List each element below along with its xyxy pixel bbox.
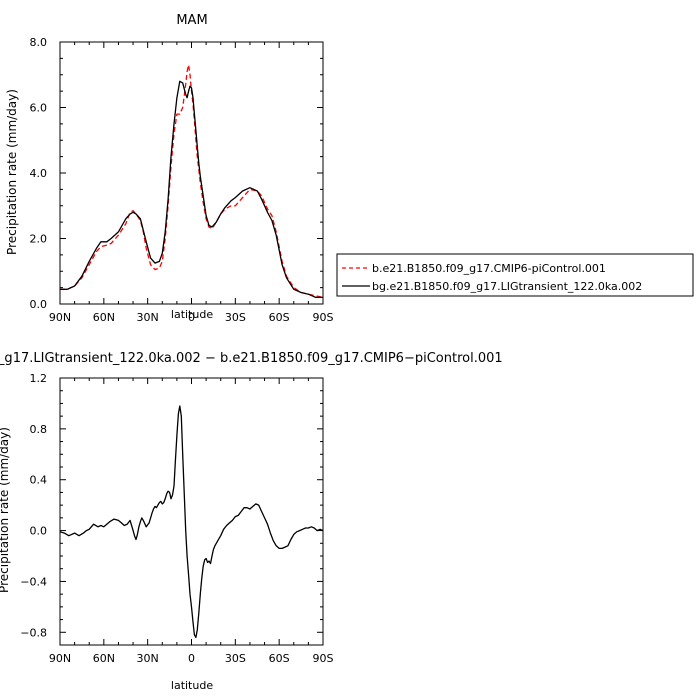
legend-label-piControl: b.e21.B1850.f09_g17.CMIP6-piControl.001 (372, 262, 606, 275)
legend-label-LIGtransient: bg.e21.B1850.f09_g17.LIGtransient_122.0k… (372, 280, 642, 293)
x-tick-label: 90S (313, 652, 334, 665)
bottom-panel: bg.e21.B1850.f09_g17.LIGtransient_122.0k… (0, 351, 503, 692)
y-tick-label: 2.0 (30, 233, 48, 246)
y-tick-label: 0.0 (30, 525, 48, 538)
x-tick-label: 30N (137, 652, 159, 665)
y-tick-label: 0.4 (30, 474, 48, 487)
x-tick-label: 60S (269, 311, 290, 324)
legend-box (336, 253, 694, 297)
y-tick-label: −0.8 (20, 626, 47, 639)
bottom-x-axis-label: latitude (171, 679, 213, 692)
bottom-chart-title: bg.e21.B1850.f09_g17.LIGtransient_122.0k… (0, 351, 503, 366)
x-tick-label: 60S (269, 652, 290, 665)
x-tick-label: 60N (93, 652, 115, 665)
legend: b.e21.B1850.f09_g17.CMIP6-piControl.001 … (336, 253, 694, 297)
top-panel: MAM latitude Precipitation rate (mm/day)… (5, 13, 334, 324)
y-tick-label: 1.2 (30, 372, 48, 385)
x-tick-label: 30N (137, 311, 159, 324)
y-tick-label: 4.0 (30, 167, 48, 180)
top-x-axis-label: latitude (171, 308, 213, 321)
y-tick-label: 8.0 (30, 36, 48, 49)
x-tick-label: 30S (225, 652, 246, 665)
y-tick-label: −0.4 (20, 575, 47, 588)
series-line-piControl (60, 64, 324, 299)
top-y-axis-label: Precipitation rate (mm/day) (5, 89, 19, 255)
x-tick-label: 30S (225, 311, 246, 324)
top-plot-frame (59, 41, 324, 305)
x-tick-label: 60N (93, 311, 115, 324)
series-line-LIGtransient (60, 80, 323, 299)
x-tick-label: 0 (188, 652, 195, 665)
x-tick-label: 90S (313, 311, 334, 324)
y-tick-label: 0.8 (30, 423, 48, 436)
bottom-y-axis-label: Precipitation rate (mm/day) (0, 427, 11, 593)
y-tick-label: 6.0 (30, 102, 48, 115)
x-tick-label: 90N (49, 652, 71, 665)
y-tick-label: 0.0 (30, 298, 48, 311)
difference-line (59, 405, 324, 639)
x-tick-label: 90N (49, 311, 71, 324)
top-chart-title: MAM (176, 13, 207, 28)
x-tick-label: 0 (188, 311, 195, 324)
